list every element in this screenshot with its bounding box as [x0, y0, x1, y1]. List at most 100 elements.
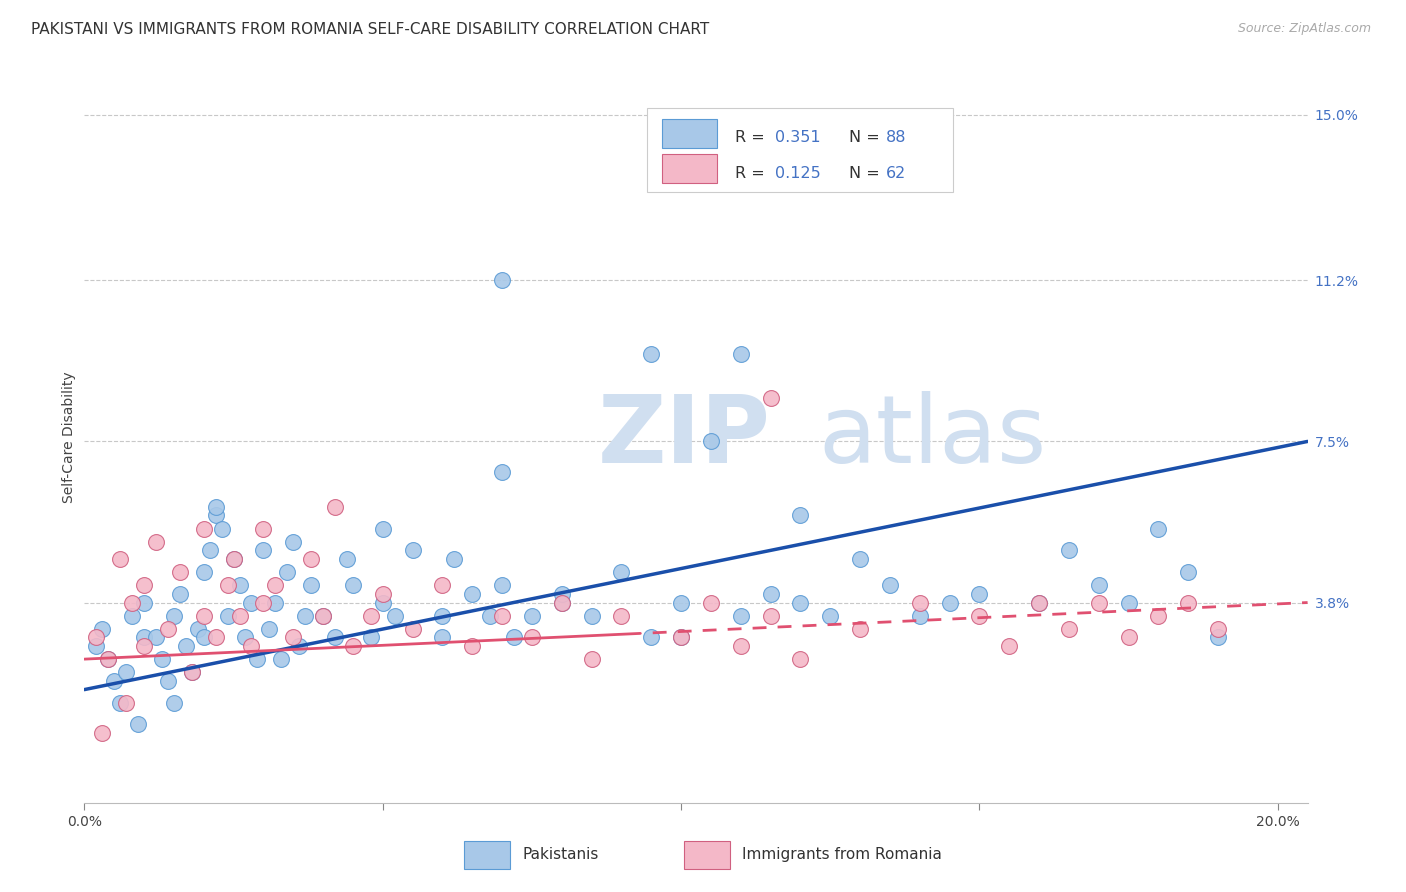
Point	[264, 595, 287, 609]
Point	[169, 587, 191, 601]
Point	[700, 595, 723, 609]
Point	[551, 595, 574, 609]
Point	[217, 578, 239, 592]
Point	[84, 639, 107, 653]
Point	[174, 639, 197, 653]
Point	[228, 608, 250, 623]
Point	[432, 631, 454, 645]
Point	[121, 595, 143, 609]
Point	[759, 391, 782, 405]
Point	[163, 696, 186, 710]
Point	[908, 608, 931, 623]
Text: 0.351: 0.351	[776, 129, 821, 145]
Point	[371, 595, 394, 609]
Text: R =: R =	[735, 166, 765, 181]
Point	[240, 595, 263, 609]
Point	[432, 608, 454, 623]
Point	[551, 587, 574, 601]
Point	[193, 565, 215, 579]
Point	[818, 608, 841, 623]
Point	[700, 434, 723, 449]
Text: atlas: atlas	[818, 391, 1046, 483]
Point	[145, 534, 167, 549]
Point	[283, 534, 305, 549]
Point	[491, 608, 513, 623]
Point	[1147, 608, 1170, 623]
Point	[97, 652, 120, 666]
Point	[1147, 521, 1170, 535]
Point	[461, 587, 484, 601]
Point	[1206, 622, 1229, 636]
Point	[371, 521, 394, 535]
Point	[259, 622, 281, 636]
Point	[204, 508, 226, 523]
Point	[336, 552, 359, 566]
Point	[211, 521, 233, 535]
Point	[121, 608, 143, 623]
Point	[132, 578, 155, 592]
Point	[581, 652, 603, 666]
Point	[299, 552, 322, 566]
Point	[969, 608, 991, 623]
Point	[115, 696, 138, 710]
Point	[998, 639, 1021, 653]
Point	[115, 665, 138, 680]
Point	[640, 631, 662, 645]
Point	[323, 631, 346, 645]
Point	[551, 595, 574, 609]
Point	[193, 521, 215, 535]
Point	[132, 639, 155, 653]
Point	[1118, 595, 1140, 609]
Point	[91, 726, 114, 740]
Point	[581, 608, 603, 623]
Point	[1057, 543, 1080, 558]
Point	[252, 521, 274, 535]
Point	[252, 595, 274, 609]
Point	[669, 595, 692, 609]
FancyBboxPatch shape	[464, 841, 510, 869]
Point	[217, 608, 239, 623]
Text: Source: ZipAtlas.com: Source: ZipAtlas.com	[1237, 22, 1371, 36]
Point	[312, 608, 335, 623]
Point	[371, 587, 394, 601]
Point	[288, 639, 311, 653]
Point	[145, 631, 167, 645]
Point	[938, 595, 960, 609]
FancyBboxPatch shape	[647, 108, 953, 192]
Point	[235, 631, 257, 645]
Point	[169, 565, 191, 579]
Point	[491, 273, 513, 287]
Y-axis label: Self-Care Disability: Self-Care Disability	[62, 371, 76, 503]
Point	[969, 587, 991, 601]
Point	[132, 595, 155, 609]
Point	[312, 608, 335, 623]
Point	[222, 552, 245, 566]
Point	[1118, 631, 1140, 645]
Point	[503, 631, 526, 645]
Text: PAKISTANI VS IMMIGRANTS FROM ROMANIA SELF-CARE DISABILITY CORRELATION CHART: PAKISTANI VS IMMIGRANTS FROM ROMANIA SEL…	[31, 22, 709, 37]
Point	[759, 608, 782, 623]
Point	[103, 673, 125, 688]
Text: N =: N =	[849, 129, 880, 145]
Point	[108, 696, 131, 710]
Point	[299, 578, 322, 592]
Point	[640, 347, 662, 361]
Point	[443, 552, 465, 566]
Point	[342, 639, 364, 653]
Point	[610, 608, 633, 623]
Point	[849, 622, 872, 636]
Point	[1206, 631, 1229, 645]
Point	[401, 622, 423, 636]
Point	[849, 552, 872, 566]
Point	[193, 608, 215, 623]
Point	[156, 673, 179, 688]
Point	[294, 608, 316, 623]
Point	[132, 631, 155, 645]
Point	[789, 508, 811, 523]
Point	[1087, 578, 1109, 592]
Text: ZIP: ZIP	[598, 391, 770, 483]
Point	[491, 578, 513, 592]
Point	[908, 595, 931, 609]
Point	[264, 578, 287, 592]
Point	[222, 552, 245, 566]
